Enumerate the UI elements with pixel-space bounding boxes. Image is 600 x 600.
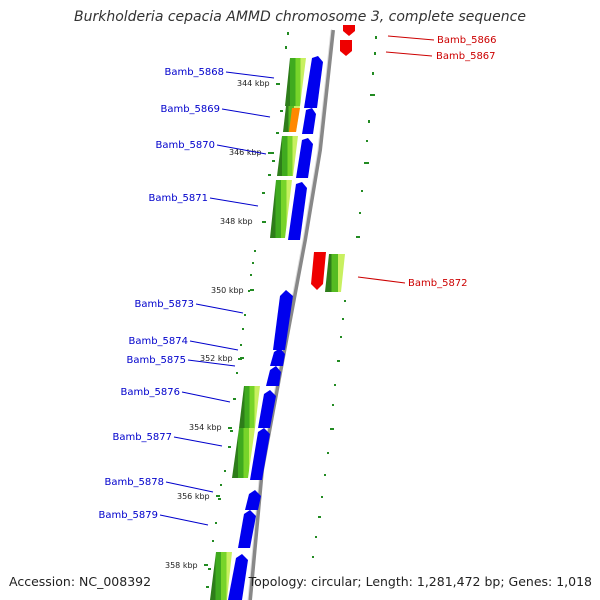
gene-label-bamb-5870[interactable]: Bamb_5870 xyxy=(155,140,215,151)
kbp-tick-350: 350 kbp xyxy=(211,286,244,295)
gene-block-5868[interactable] xyxy=(285,56,323,108)
map-title: Burkholderia cepacia AMMD chromosome 3, … xyxy=(74,9,526,25)
gene-label-bamb-5878[interactable]: Bamb_5878 xyxy=(104,477,164,488)
gene-block-5870[interactable] xyxy=(277,136,313,178)
kbp-tick-marks xyxy=(204,83,280,566)
gene-block-5872[interactable] xyxy=(311,252,345,292)
gene-block-5876[interactable] xyxy=(239,386,276,428)
kbp-tick-348: 348 kbp xyxy=(220,217,253,226)
right-dot-track xyxy=(312,36,377,558)
gene-label-bamb-5869[interactable]: Bamb_5869 xyxy=(160,104,220,115)
gene-block-5871[interactable] xyxy=(270,180,307,240)
accession-label: Accession: NC_008392 xyxy=(9,574,152,589)
kbp-tick-356: 356 kbp xyxy=(177,492,210,501)
gene-label-bamb-5867[interactable]: Bamb_5867 xyxy=(436,51,496,62)
gene-label-bamb-5875[interactable]: Bamb_5875 xyxy=(126,355,186,366)
gene-block-bottom[interactable] xyxy=(210,552,248,600)
gene-block-5873[interactable] xyxy=(273,290,293,350)
kbp-tick-358: 358 kbp xyxy=(165,561,198,570)
kbp-tick-344: 344 kbp xyxy=(237,79,270,88)
kbp-tick-346: 346 kbp xyxy=(229,148,262,157)
gene-label-bamb-5871[interactable]: Bamb_5871 xyxy=(148,193,208,204)
gene-label-bamb-5877[interactable]: Bamb_5877 xyxy=(112,432,172,443)
gene-block-5874[interactable] xyxy=(270,348,285,366)
gene-label-bamb-5876[interactable]: Bamb_5876 xyxy=(120,387,180,398)
gene-label-bamb-5872[interactable]: Bamb_5872 xyxy=(408,278,468,289)
gene-label-bamb-5873[interactable]: Bamb_5873 xyxy=(134,299,194,310)
gene-block-5879[interactable] xyxy=(238,510,256,548)
reverse-label-leaders xyxy=(357,35,435,284)
kbp-tick-354: 354 kbp xyxy=(189,423,222,432)
gene-label-bamb-5879[interactable]: Bamb_5879 xyxy=(98,510,158,521)
gene-block-5878[interactable] xyxy=(245,490,261,510)
gene-label-bamb-5866[interactable]: Bamb_5866 xyxy=(437,35,497,46)
gene-block-5877[interactable] xyxy=(232,428,270,480)
gene-label-bamb-5868[interactable]: Bamb_5868 xyxy=(164,67,224,78)
kbp-tick-352: 352 kbp xyxy=(200,354,233,363)
topology-summary: Topology: circular; Length: 1,281,472 bp… xyxy=(248,574,592,589)
forward-label-leaders xyxy=(159,71,275,526)
gene-label-bamb-5874[interactable]: Bamb_5874 xyxy=(128,336,188,347)
gene-block-5869[interactable] xyxy=(283,106,316,134)
gene-block-5875[interactable] xyxy=(266,366,281,386)
reverse-gene-top[interactable] xyxy=(340,25,355,56)
